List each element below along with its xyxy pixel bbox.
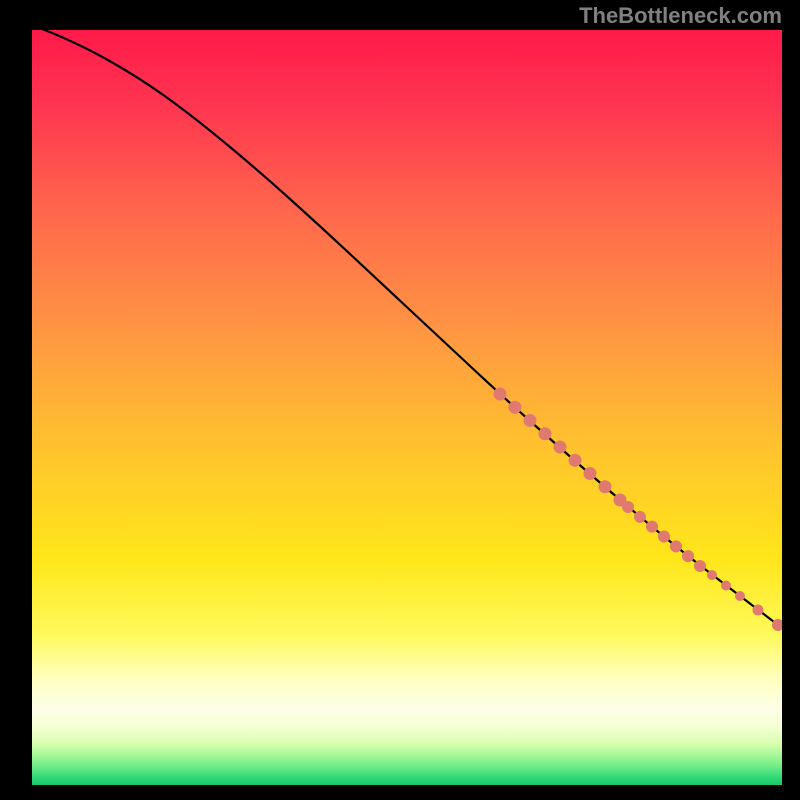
marker-point	[622, 501, 634, 513]
marker-point	[707, 570, 717, 580]
marker-point	[494, 388, 507, 401]
marker-point	[670, 540, 682, 552]
marker-point	[569, 454, 582, 467]
marker-point	[614, 494, 627, 507]
frame-border	[0, 785, 800, 800]
marker-point	[634, 511, 646, 523]
frame-border	[0, 0, 32, 800]
curve-line	[32, 25, 782, 628]
marker-point	[599, 480, 612, 493]
marker-point	[735, 591, 745, 601]
chart-svg	[0, 0, 800, 800]
marker-point	[646, 521, 658, 533]
marker-point	[772, 619, 784, 631]
watermark-text: TheBottleneck.com	[579, 3, 782, 29]
marker-point	[658, 531, 670, 543]
marker-point	[554, 441, 567, 454]
frame-border	[782, 0, 800, 800]
plot-area	[0, 0, 800, 800]
marker-point	[509, 401, 522, 414]
marker-point	[524, 414, 537, 427]
gradient-background	[32, 30, 782, 785]
marker-group	[494, 388, 785, 632]
marker-point	[753, 605, 764, 616]
marker-point	[694, 560, 706, 572]
marker-point	[721, 581, 731, 591]
marker-point	[539, 427, 552, 440]
marker-point	[584, 467, 597, 480]
marker-point	[682, 550, 694, 562]
